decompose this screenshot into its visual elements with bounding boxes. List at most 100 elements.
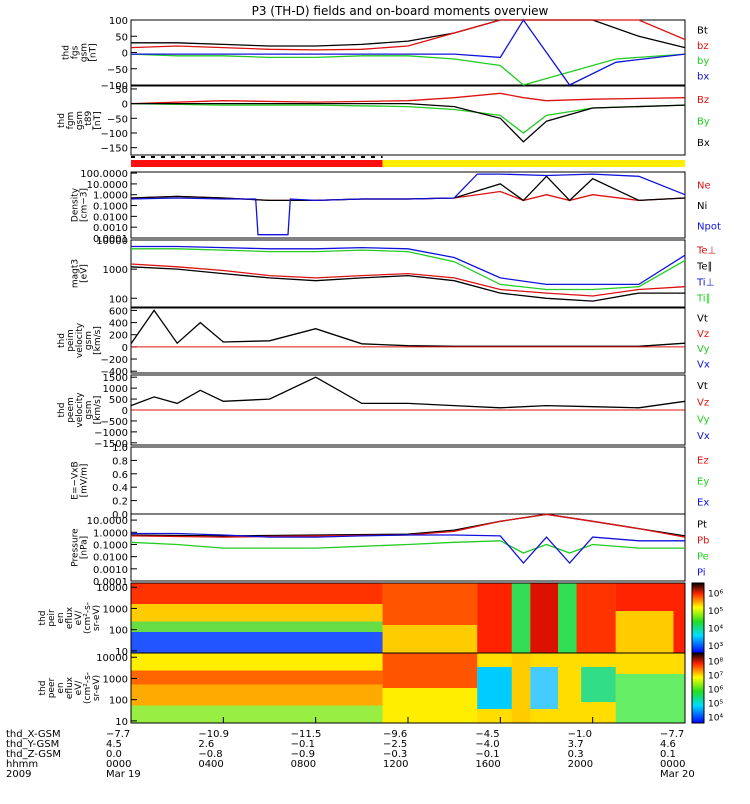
colorbar (691, 652, 705, 724)
y-axis-label: peer (47, 677, 57, 698)
y-tick-label: 10.0000 (87, 180, 128, 191)
y-axis-label: gsm (80, 43, 90, 62)
y-tick-label: 0.2 (112, 497, 128, 508)
y-axis-label: en (56, 682, 66, 693)
orbit-row-value: 0000 (660, 759, 685, 770)
y-tick-label: 0 (122, 49, 128, 60)
orbit-row-value: −4.5 (475, 729, 499, 740)
series-fgs-bz (130, 19, 686, 51)
y-axis-label: fgs (71, 45, 81, 59)
electron-spectrogram-cell (477, 667, 512, 709)
y-tick-label: 0.0001 (93, 577, 128, 588)
y-tick-label: 0.8 (112, 456, 128, 467)
ion-spectrogram-cell (576, 583, 616, 653)
legend-entry: Vz (697, 329, 709, 340)
orbit-row-value: 1200 (383, 759, 408, 770)
legend-entry: Bt (697, 25, 708, 36)
y-axis-label: [nPa] (80, 536, 90, 559)
colorbar (691, 582, 705, 654)
y-tick-label: −150 (101, 144, 128, 155)
colorbar-label: 10⁴ (708, 714, 723, 724)
y-tick-label: 10000 (96, 236, 128, 247)
y-tick-label: 1.0 (112, 443, 128, 454)
orbit-row-label: thd_X-GSM (6, 729, 61, 740)
electron-spectrogram-cell (131, 684, 383, 706)
y-axis-label: (cm²-s- (83, 672, 93, 704)
ion-spectrogram-cell (131, 632, 383, 653)
legend-entry: Ti∥ (696, 293, 711, 304)
legend-entry: Npot (697, 222, 721, 233)
legend-entry: Pe (697, 551, 709, 562)
panel-frame-fgs (130, 19, 686, 86)
ion-spectrogram-cell (477, 583, 512, 653)
y-tick-label: 0.4 (112, 483, 128, 494)
legend-entry: Vt (697, 313, 708, 324)
orbit-row-value: 0000 (106, 759, 131, 770)
y-axis-label: gsm (75, 111, 85, 130)
y-tick-label: 0.1000 (93, 202, 128, 213)
y-axis-label: gsm (84, 400, 94, 419)
orbit-row-value: −11.5 (291, 729, 322, 740)
legend-entry: Pt (697, 520, 707, 531)
orbit-row-value: −7.7 (106, 729, 130, 740)
y-tick-label: 100 (109, 696, 128, 707)
y-tick-label: 1.0000 (93, 191, 128, 202)
legend-entry: Ni (697, 201, 707, 212)
y-tick-label: 0.0010 (93, 565, 128, 576)
ion-spectrogram-cell (131, 621, 383, 632)
series-fgm-bz (130, 92, 686, 105)
y-axis-label: [km/s] (93, 326, 103, 355)
mode-bar-segment (131, 160, 383, 167)
y-tick-label: 1.0000 (93, 528, 128, 539)
legend-entry: bz (697, 41, 709, 52)
chart-title: P3 (TH-D) fields and on-board moments ov… (252, 4, 549, 18)
electron-spectrogram-image (131, 653, 685, 723)
panel-frame-fgm (130, 85, 686, 156)
panel-frame-efield (130, 446, 686, 515)
orbit-row-value: 0.1 (660, 749, 676, 760)
series-temp-te (130, 263, 686, 297)
y-axis-label: fgm (66, 112, 76, 130)
orbit-row-value: −0.1 (291, 739, 315, 750)
y-axis-label: thd (57, 113, 67, 128)
y-axis-label: [km/s] (93, 396, 103, 425)
series-fgs-bt (131, 19, 686, 49)
orbit-row-value: 0400 (198, 759, 223, 770)
y-tick-label: 0.6 (112, 470, 128, 481)
y-axis-label: Pressure (71, 528, 81, 567)
y-axis-label: peem (66, 397, 76, 423)
colorbar-label: 10⁴ (708, 625, 723, 635)
y-axis-label: E=−VxB (71, 461, 81, 499)
y-axis-label: (cm²-s- (83, 602, 93, 634)
panel-frame-vi (130, 307, 686, 374)
y-axis-label: velocity (75, 322, 85, 358)
colorbar-label: 10⁶ (708, 686, 723, 696)
y-tick-label: 0.1000 (93, 540, 128, 551)
legend-entry: Vt (697, 381, 708, 392)
series-pressure-pe (130, 540, 685, 554)
legend-entry: Te∥ (696, 262, 713, 273)
orbit-row-value: −7.7 (660, 729, 684, 740)
y-axis-label: thd (57, 403, 67, 418)
series-pressure-pi (131, 532, 685, 564)
series-pressure-pt (130, 513, 686, 537)
orbit-row-value: −0.8 (198, 749, 222, 760)
legend-entry: Ne (697, 180, 711, 191)
orbit-row-value: −2.5 (383, 739, 407, 750)
ion-spectrogram-cell (131, 604, 383, 622)
legend-entry: Vy (697, 344, 710, 355)
electron-spectrogram-cell (558, 653, 582, 723)
y-tick-label: 200 (109, 331, 128, 342)
legend-entry: by (697, 56, 709, 67)
orbit-row-value: 2.6 (198, 739, 214, 750)
legend-entry: Ey (697, 477, 709, 488)
ion-spectrogram-cell (511, 583, 531, 653)
orbit-row-value: Mar 20 (660, 769, 695, 780)
y-tick-label: 100 (109, 294, 128, 305)
legend-entry: By (697, 117, 710, 128)
y-tick-label: −200 (101, 355, 128, 366)
y-tick-label: 50 (115, 85, 128, 96)
y-tick-label: 10.0000 (87, 516, 128, 527)
y-tick-label: 1000 (103, 384, 128, 395)
series-fgs-bx (131, 18, 686, 86)
